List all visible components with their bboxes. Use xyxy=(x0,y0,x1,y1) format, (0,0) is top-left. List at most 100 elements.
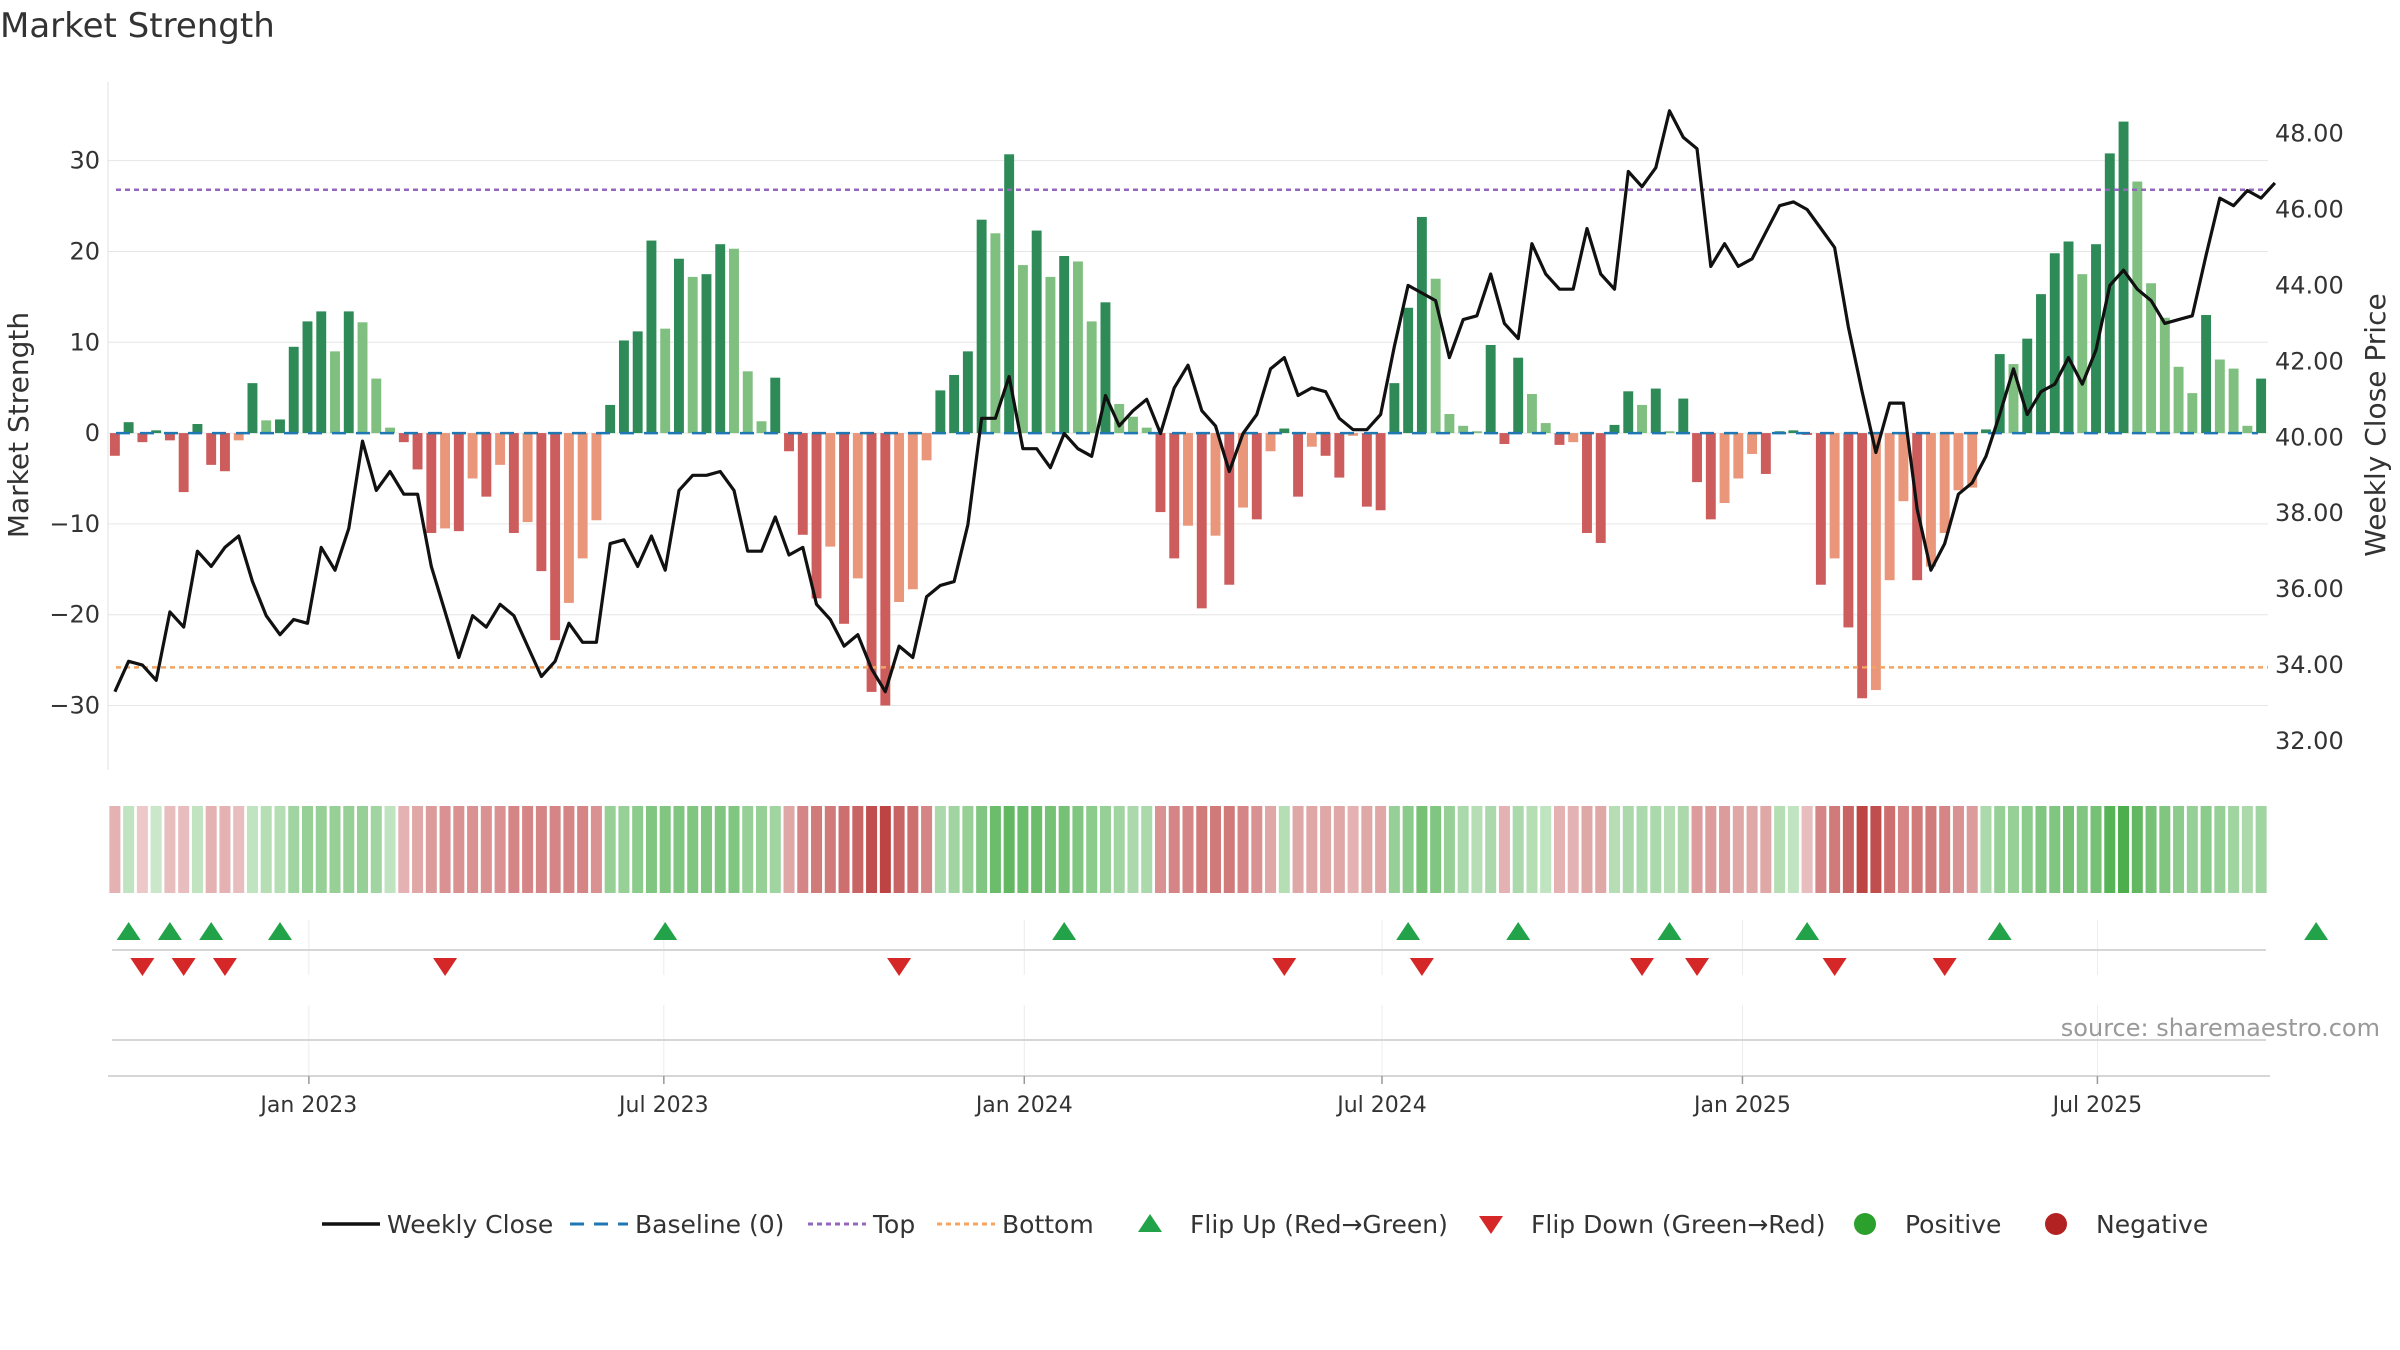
heat-band-cell xyxy=(1705,806,1717,893)
y-right-tick-label: 32.00 xyxy=(2275,727,2344,755)
legend-positive-swatch xyxy=(1854,1213,1876,1235)
heat-band-cell xyxy=(1182,806,1194,893)
flip-down-marker xyxy=(1409,958,1434,976)
strength-bar xyxy=(481,433,492,497)
heat-band-cell xyxy=(866,806,878,893)
strength-bar xyxy=(398,433,409,443)
heat-band-cell xyxy=(1911,806,1923,893)
flip-down-marker xyxy=(1822,958,1847,976)
heat-band-cell xyxy=(2063,806,2075,893)
strength-bar xyxy=(123,422,134,434)
strength-bar xyxy=(316,311,327,434)
heat-band-cell xyxy=(645,806,657,893)
heat-band-cell xyxy=(728,806,740,893)
flip-up-marker xyxy=(1987,922,2012,940)
heat-band-cell xyxy=(1086,806,1098,893)
y-right-tick-label: 42.00 xyxy=(2275,347,2344,375)
x-tick-label: Jul 2023 xyxy=(617,1093,709,1118)
strength-bar xyxy=(1994,354,2005,434)
heat-band-cell xyxy=(756,806,768,893)
heat-band-cell xyxy=(1375,806,1387,893)
strength-bar xyxy=(852,433,863,579)
heat-band-cell xyxy=(1567,806,1579,893)
strength-bar xyxy=(1458,425,1469,434)
flip-up-marker xyxy=(267,922,292,940)
strength-bar xyxy=(1293,433,1304,497)
heat-band-cell xyxy=(604,806,616,893)
x-tick-label: Jul 2025 xyxy=(2051,1093,2143,1118)
strength-bar xyxy=(2187,393,2198,434)
strength-bar xyxy=(343,311,354,434)
heat-band-cell xyxy=(1457,806,1469,893)
strength-bar xyxy=(1265,433,1276,452)
heat-band-cell xyxy=(1636,806,1648,893)
heat-band-cell xyxy=(274,806,286,893)
x-tick-label: Jan 2024 xyxy=(974,1093,1073,1118)
strength-bar xyxy=(811,433,822,599)
heat-band-cell xyxy=(1677,806,1689,893)
heat-band-cell xyxy=(1526,806,1538,893)
heat-band-cell xyxy=(1719,806,1731,893)
heat-band-cell xyxy=(260,806,272,893)
heat-band-cell xyxy=(164,806,176,893)
strength-bar xyxy=(1320,433,1331,456)
strength-bar xyxy=(1719,433,1730,504)
strength-bar xyxy=(825,433,836,547)
y-left-tick-label: −10 xyxy=(49,510,100,538)
x-tick-label: Jan 2025 xyxy=(1692,1093,1791,1118)
strength-bar xyxy=(1224,433,1235,585)
heat-band-cell xyxy=(535,806,547,893)
heat-band-cell xyxy=(714,806,726,893)
heat-band-cell xyxy=(1168,806,1180,893)
heat-band-cell xyxy=(246,806,258,893)
legend-label: Flip Down (Green→Red) xyxy=(1531,1210,1826,1239)
heat-band-cell xyxy=(2131,806,2143,893)
flip-down-marker xyxy=(1932,958,1957,976)
source-label: source: sharemaestro.com xyxy=(2060,1014,2380,1042)
heat-band-cell xyxy=(1141,806,1153,893)
heat-band-cell xyxy=(590,806,602,893)
heat-band-cell xyxy=(1650,806,1662,893)
strength-bar xyxy=(729,248,739,434)
heat-band-cell xyxy=(123,806,135,893)
strength-bar xyxy=(1884,433,1895,581)
strength-bar xyxy=(1829,433,1840,559)
heat-band-cell xyxy=(2228,806,2240,893)
heat-band-cell xyxy=(1402,806,1414,893)
strength-bar xyxy=(1004,154,1015,434)
strength-bar xyxy=(1513,357,1524,434)
strength-bar xyxy=(1485,344,1496,434)
heat-band-cell xyxy=(1251,806,1263,893)
heat-band-cell xyxy=(191,806,203,893)
heat-band-cell xyxy=(1622,806,1634,893)
heat-band-cell xyxy=(357,806,369,893)
strength-bar xyxy=(508,433,519,533)
strength-bar xyxy=(2063,241,2074,434)
strength-bar xyxy=(990,233,1001,434)
flip-up-marker xyxy=(2304,922,2329,940)
strength-bar xyxy=(2077,274,2088,434)
strength-bar xyxy=(2022,338,2033,434)
heat-band-cell xyxy=(1333,806,1345,893)
strength-bar xyxy=(1857,433,1868,699)
strength-bar xyxy=(1967,433,1978,488)
heat-band-cell xyxy=(838,806,850,893)
strength-bar xyxy=(1678,398,1689,434)
heat-band-cell xyxy=(1691,806,1703,893)
flip-up-marker xyxy=(1396,922,1421,940)
y-right-tick-label: 38.00 xyxy=(2275,499,2344,527)
legend-label: Weekly Close xyxy=(387,1210,553,1239)
strength-bar xyxy=(2008,364,2019,434)
strength-bar xyxy=(1760,433,1771,474)
strength-bar xyxy=(275,419,285,434)
heat-band-cell xyxy=(769,806,781,893)
flip-down-marker xyxy=(171,958,196,976)
heat-band-cell xyxy=(2021,806,2033,893)
heat-band-cell xyxy=(1099,806,1111,893)
strength-bar xyxy=(550,433,561,641)
legend-negative-swatch xyxy=(2045,1213,2067,1235)
strength-bar xyxy=(605,404,616,434)
heat-band-cell xyxy=(1361,806,1373,893)
heat-band-cell xyxy=(700,806,712,893)
strength-bar xyxy=(2228,368,2239,434)
